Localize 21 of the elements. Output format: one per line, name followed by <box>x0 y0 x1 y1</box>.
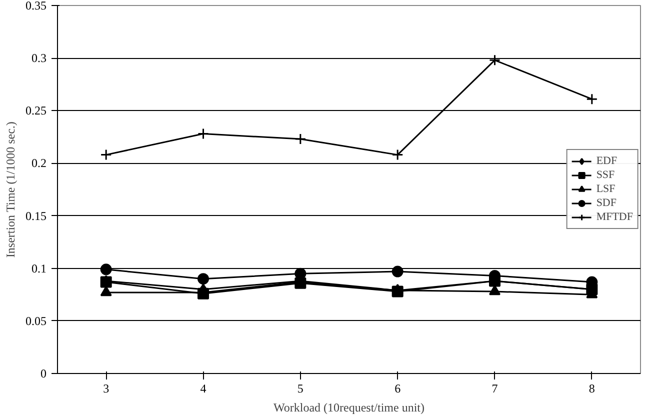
legend-label: EDF <box>596 154 618 168</box>
y-tick-label: 0.25 <box>26 104 46 118</box>
y-tick-label: 0.1 <box>32 261 46 276</box>
y-tick-label: 0 <box>40 366 46 380</box>
x-tick-label: 3 <box>103 382 110 396</box>
y-tick-label: 0.3 <box>32 51 46 66</box>
x-tick-label: 7 <box>492 382 498 396</box>
x-tick-label: 4 <box>200 382 206 396</box>
x-tick-label: 5 <box>297 382 304 396</box>
y-axis-title: Insertion Time (1/1000 sec.) <box>4 122 18 258</box>
x-tick-label: 8 <box>588 382 595 396</box>
y-tick-label: 0.05 <box>26 314 46 328</box>
legend-label: LSF <box>596 182 616 196</box>
y-tick-label: 0.35 <box>26 0 46 12</box>
y-tick-label: 0.2 <box>32 156 46 170</box>
x-tick-label: 6 <box>394 382 401 396</box>
legend-label: SSF <box>596 168 616 182</box>
x-axis-title: Workload (10request/time unit) <box>274 400 424 414</box>
legend-label: SDF <box>596 196 616 210</box>
legend-label: MFTDF <box>596 210 633 224</box>
y-tick-label: 0.15 <box>26 208 46 223</box>
